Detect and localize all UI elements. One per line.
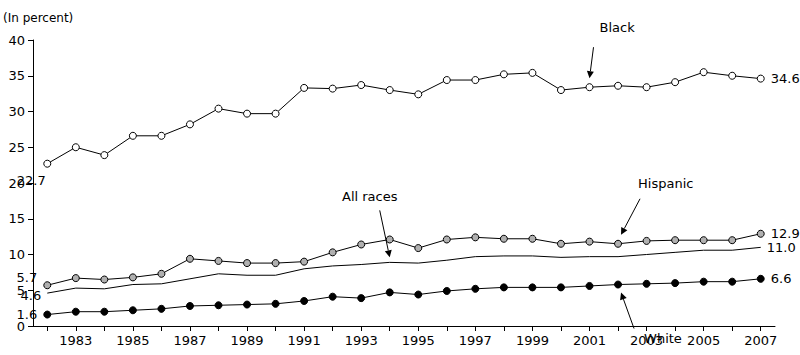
svg-text:35: 35	[8, 68, 25, 83]
svg-text:4.6: 4.6	[21, 288, 42, 303]
svg-text:1993: 1993	[345, 333, 378, 348]
svg-text:5.7: 5.7	[17, 270, 38, 285]
svg-text:34.6: 34.6	[771, 71, 800, 86]
svg-text:30: 30	[8, 104, 25, 119]
svg-text:15: 15	[8, 211, 25, 226]
svg-text:Hispanic: Hispanic	[638, 176, 693, 191]
svg-text:22.7: 22.7	[17, 173, 46, 188]
svg-text:6.6: 6.6	[771, 271, 792, 286]
svg-text:2001: 2001	[573, 333, 606, 348]
svg-text:All races: All races	[342, 189, 398, 204]
svg-text:1985: 1985	[116, 333, 149, 348]
svg-text:1995: 1995	[402, 333, 435, 348]
svg-text:1999: 1999	[516, 333, 549, 348]
svg-text:1983: 1983	[59, 333, 92, 348]
svg-text:Black: Black	[600, 20, 636, 35]
svg-text:(In percent): (In percent)	[3, 11, 73, 25]
svg-text:1987: 1987	[173, 333, 206, 348]
svg-text:40: 40	[8, 33, 25, 48]
svg-text:2007: 2007	[744, 333, 777, 348]
svg-text:11.0: 11.0	[767, 240, 796, 255]
svg-text:White: White	[644, 331, 682, 346]
svg-text:1997: 1997	[459, 333, 492, 348]
svg-text:10: 10	[8, 247, 25, 262]
svg-text:12.9: 12.9	[771, 226, 800, 241]
svg-text:1989: 1989	[230, 333, 263, 348]
svg-text:2005: 2005	[687, 333, 720, 348]
svg-text:1991: 1991	[288, 333, 321, 348]
svg-text:1.6: 1.6	[17, 307, 38, 322]
svg-text:25: 25	[8, 140, 25, 155]
svg-text:0: 0	[16, 318, 25, 334]
